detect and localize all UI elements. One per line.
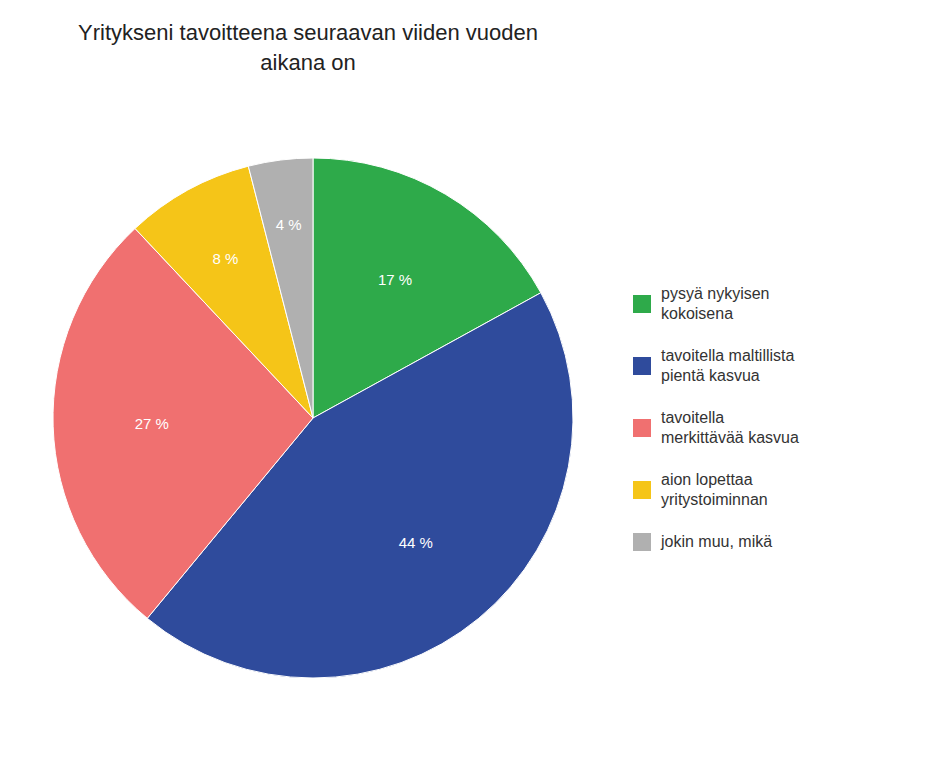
html-text:pysyä nykyisen kokoisena: pysyä nykyisen kokoisena xyxy=(661,285,770,322)
html-text:jokin muu, mikä: jokin muu, mikä xyxy=(661,533,773,550)
svg-text:17 %: 17 % xyxy=(378,271,412,288)
svg-text:8 %: 8 % xyxy=(212,250,238,267)
svg-text:4 %: 4 % xyxy=(276,216,302,233)
svg-text:27 %: 27 % xyxy=(135,415,169,432)
html-text:Yritykseni tavoitteena seuraav: Yritykseni tavoitteena seuraavan viiden … xyxy=(78,20,538,75)
html-text:tavoitella maltillista pientä: tavoitella maltillista pientä kasvua xyxy=(661,347,795,384)
html-text:aion lopettaa yritystoiminnan: aion lopettaa yritystoiminnan xyxy=(661,471,768,508)
svg-text:44 %: 44 % xyxy=(399,534,433,551)
html-text:tavoitella merkittävää kasvua: tavoitella merkittävää kasvua xyxy=(661,409,799,446)
